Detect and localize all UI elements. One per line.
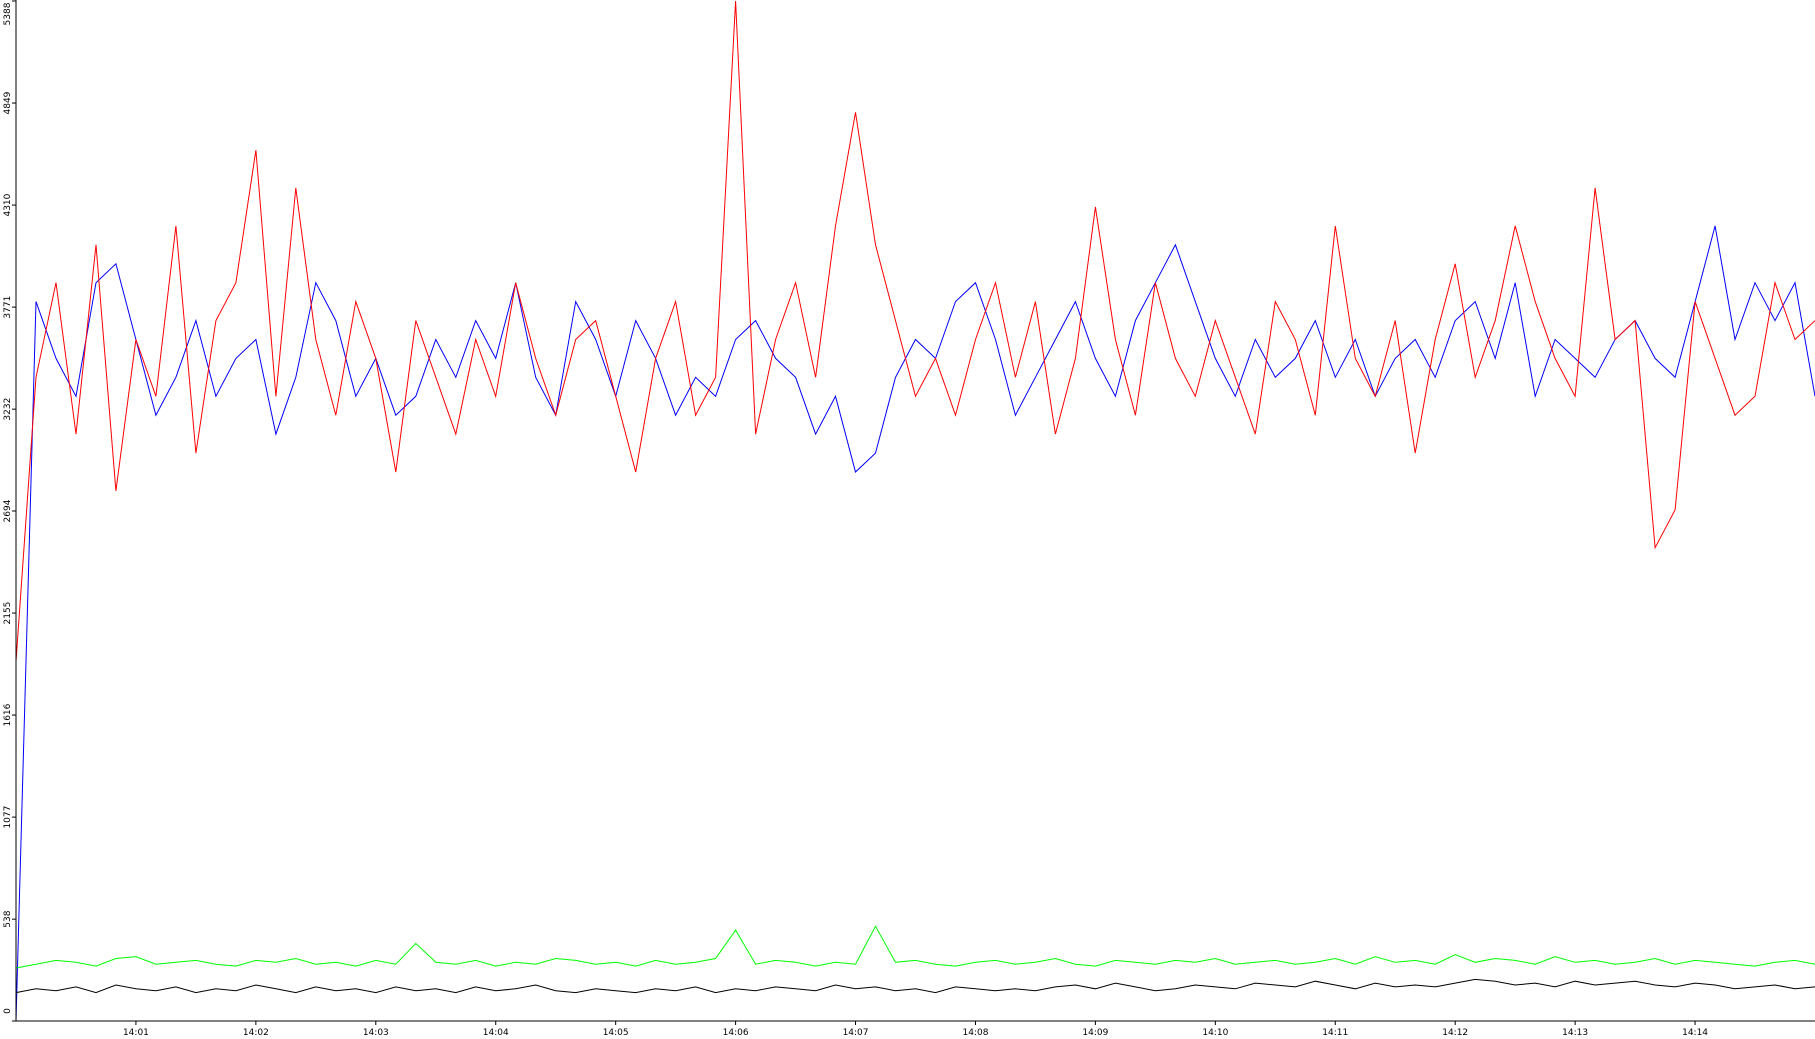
y-tick-label: 1077 bbox=[3, 806, 13, 829]
series-line bbox=[15, 978, 1815, 994]
y-tick-label: 4310 bbox=[3, 193, 13, 216]
y-tick-label: 3232 bbox=[3, 398, 13, 421]
x-tick-label: 14:08 bbox=[962, 1028, 988, 1038]
x-tick-label: 14:04 bbox=[483, 1028, 509, 1038]
x-tick-label: 14:14 bbox=[1682, 1028, 1708, 1038]
y-tick-label: 2694 bbox=[3, 499, 13, 522]
x-tick-label: 14:02 bbox=[243, 1028, 269, 1038]
x-tick-label: 14:11 bbox=[1322, 1028, 1348, 1038]
x-tick-label: 14:13 bbox=[1562, 1028, 1588, 1038]
x-tick-label: 14:12 bbox=[1442, 1028, 1468, 1038]
series-line bbox=[15, 0, 1815, 662]
x-tick-label: 14:07 bbox=[843, 1028, 869, 1038]
x-tick-label: 14:06 bbox=[723, 1028, 749, 1038]
y-tick-label: 0 bbox=[3, 1008, 13, 1014]
x-tick-label: 14:05 bbox=[603, 1028, 629, 1038]
series-line bbox=[15, 225, 1815, 1022]
x-tick-label: 14:01 bbox=[123, 1028, 149, 1038]
series-line bbox=[15, 925, 1815, 969]
x-tick-label: 14:10 bbox=[1202, 1028, 1228, 1038]
y-tick-label: 5388 bbox=[3, 2, 13, 25]
y-tick-label: 2155 bbox=[3, 602, 13, 625]
y-tick-label: 538 bbox=[3, 910, 13, 927]
x-tick-label: 14:03 bbox=[363, 1028, 389, 1038]
y-tick-label: 4849 bbox=[3, 91, 13, 114]
x-tick-label: 14:09 bbox=[1082, 1028, 1108, 1038]
y-tick-label: 3771 bbox=[3, 296, 13, 319]
y-tick-label: 1616 bbox=[3, 703, 13, 726]
